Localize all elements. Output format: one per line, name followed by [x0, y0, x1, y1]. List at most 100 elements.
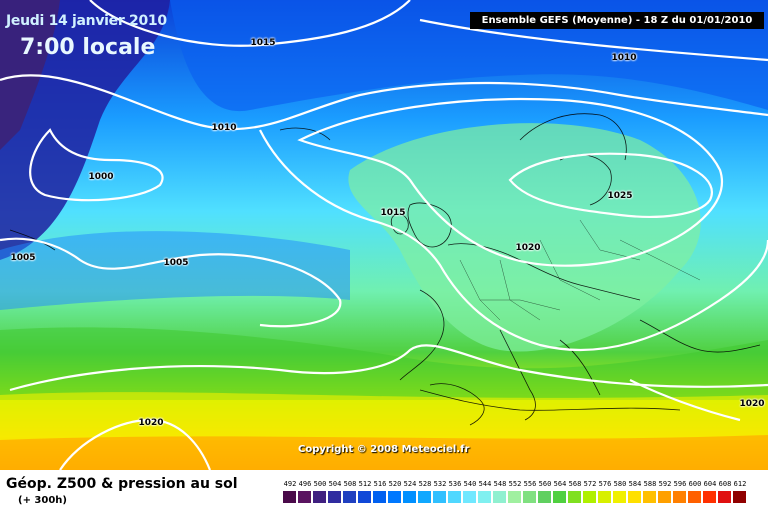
legend-swatch	[538, 491, 551, 503]
legend-label: 608	[718, 480, 732, 488]
isobar-label: 1025	[607, 191, 633, 201]
legend-label: 592	[658, 480, 672, 488]
legend-label: 540	[463, 480, 477, 488]
green-south-band	[0, 327, 768, 400]
isobar-label: 1020	[739, 399, 765, 409]
coastlines	[9, 113, 761, 426]
isobar-1020-southwest	[59, 418, 212, 470]
isobar-1015-center	[259, 129, 768, 352]
isobar-label: 1005	[163, 258, 189, 268]
isobar-label: 1010	[611, 53, 637, 63]
legend-label: 596	[673, 480, 687, 488]
color-scale-legend: 492 496 500 504 508 512 516 520 524 528 532 536 540 5…	[283, 480, 751, 503]
legend-label: 584	[628, 480, 642, 488]
legend-label: 556	[523, 480, 537, 488]
legend-label: 604	[703, 480, 717, 488]
legend-label: 580	[613, 480, 627, 488]
legend-swatch	[508, 491, 521, 503]
legend-label: 532	[433, 480, 447, 488]
legend-label: 512	[358, 480, 372, 488]
legend-label: 508	[343, 480, 357, 488]
legend-label: 496	[298, 480, 312, 488]
yellow-band	[0, 392, 768, 440]
legend-labels: 492 496 500 504 508 512 516 520 524 528 532 536 540 5…	[283, 480, 751, 490]
legend-swatch	[673, 491, 686, 503]
isobar-label: 1020	[138, 418, 164, 428]
legend-label: 492	[283, 480, 297, 488]
legend-label: 536	[448, 480, 462, 488]
legend-label: 524	[403, 480, 417, 488]
isobar-1015-north	[89, 0, 411, 47]
legend-label: 572	[583, 480, 597, 488]
legend-swatch	[658, 491, 671, 503]
isobar-label: 1020	[515, 243, 541, 253]
legend-swatch	[358, 491, 371, 503]
legend-swatch	[373, 491, 386, 503]
legend-swatch	[628, 491, 641, 503]
isobar-1005-west	[0, 237, 342, 328]
legend-label: 600	[688, 480, 702, 488]
isobar-1020-east	[629, 379, 741, 422]
legend-swatch	[328, 491, 341, 503]
legend-label: 576	[598, 480, 612, 488]
isobar-1010-top-right	[419, 18, 768, 62]
isobar-1000-low	[29, 128, 164, 202]
legend-label: 544	[478, 480, 492, 488]
legend-label: 548	[493, 480, 507, 488]
geopotential-map	[0, 0, 768, 470]
forecast-lead-time: (+ 300h)	[18, 495, 67, 506]
legend-swatch	[388, 491, 401, 503]
map-title: Géop. Z500 & pression au sol	[6, 476, 238, 492]
legend-swatch	[418, 491, 431, 503]
legend-swatch	[688, 491, 701, 503]
legend-label: 528	[418, 480, 432, 488]
legend-swatch	[553, 491, 566, 503]
legend-swatch	[523, 491, 536, 503]
legend-swatch	[613, 491, 626, 503]
isobars	[0, 0, 768, 470]
green-ridge-region	[348, 123, 701, 352]
forecast-date: Jeudi 14 janvier 2010	[6, 13, 167, 29]
copyright-notice: Copyright © 2008 Meteociel.fr	[298, 444, 470, 455]
isobar-1010-north	[0, 74, 768, 131]
legend-label: 516	[373, 480, 387, 488]
legend-swatch	[343, 491, 356, 503]
legend-swatch	[643, 491, 656, 503]
legend-label: 612	[733, 480, 747, 488]
legend-swatch	[313, 491, 326, 503]
isobar-1025-core	[508, 152, 713, 218]
legend-label: 588	[643, 480, 657, 488]
legend-swatch	[583, 491, 596, 503]
legend-label: 560	[538, 480, 552, 488]
isobar-label: 1015	[380, 208, 406, 218]
legend-swatch	[283, 491, 296, 503]
isobar-1020-ring	[297, 97, 723, 267]
legend-label: 520	[388, 480, 402, 488]
legend-swatch	[733, 491, 746, 503]
legend-swatch	[403, 491, 416, 503]
model-run-label: Ensemble GEFS (Moyenne) - 18 Z du 01/01/…	[470, 12, 764, 29]
legend-swatch	[478, 491, 491, 503]
orange-band	[0, 435, 768, 470]
legend-swatch	[433, 491, 446, 503]
legend-swatches	[283, 491, 751, 503]
isobar-label: 1005	[10, 253, 36, 263]
legend-label: 504	[328, 480, 342, 488]
legend-label: 564	[553, 480, 567, 488]
legend-swatch	[703, 491, 716, 503]
legend-swatch	[493, 491, 506, 503]
forecast-time: 7:00 locale	[20, 35, 156, 60]
legend-swatch	[568, 491, 581, 503]
legend-label: 552	[508, 480, 522, 488]
legend-swatch	[448, 491, 461, 503]
isobar-label: 1015	[250, 38, 276, 48]
legend-swatch	[598, 491, 611, 503]
isobar-1020-south	[9, 344, 768, 392]
isobar-label: 1010	[211, 123, 237, 133]
legend-swatch	[298, 491, 311, 503]
legend-label: 500	[313, 480, 327, 488]
legend-swatch	[463, 491, 476, 503]
isobar-label: 1000	[88, 172, 114, 182]
mid-blue-band	[0, 231, 350, 310]
